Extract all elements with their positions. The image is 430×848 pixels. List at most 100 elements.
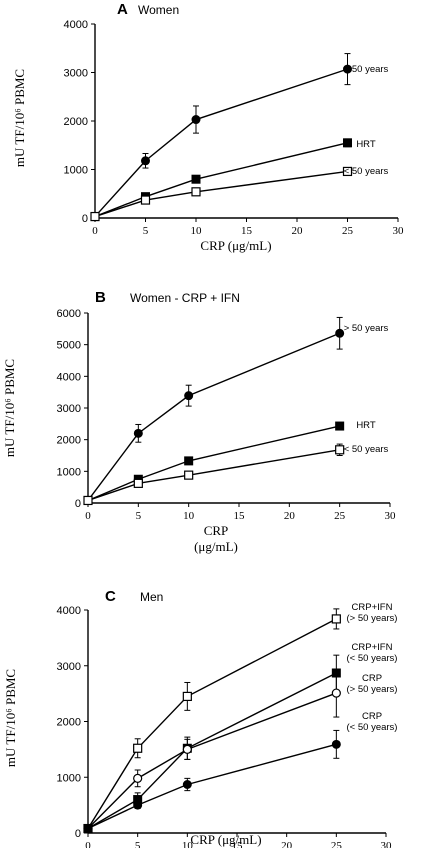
x-tick-label: 0 xyxy=(85,840,91,848)
data-point xyxy=(141,156,150,166)
data-point xyxy=(133,773,143,783)
y-tick-label: 3000 xyxy=(64,68,88,80)
series-label-group: (< 50 years) xyxy=(347,722,398,733)
series-label: CRP+IFN xyxy=(352,642,393,653)
y-tick-label: 2000 xyxy=(64,116,88,128)
series-line xyxy=(87,449,340,502)
data-point xyxy=(182,691,192,702)
series-line xyxy=(87,425,340,502)
x-axis-title: CRP (μg/mL) xyxy=(200,238,271,253)
x-tick-label: 15 xyxy=(234,510,246,522)
y-tick-label: 1000 xyxy=(64,165,88,177)
x-tick-label: 25 xyxy=(331,840,343,848)
x-tick-label: 30 xyxy=(385,510,397,522)
data-point xyxy=(184,456,194,466)
x-tick-label: 15 xyxy=(232,840,244,848)
data-point xyxy=(335,421,345,431)
panel-letter: A xyxy=(117,1,128,18)
data-point xyxy=(133,428,143,438)
data-point xyxy=(191,174,201,184)
series-label: > 50 years xyxy=(344,64,389,75)
series-line xyxy=(87,692,337,830)
x-tick-label: 10 xyxy=(183,510,195,522)
data-point xyxy=(343,138,352,148)
panel-letter: C xyxy=(105,588,116,605)
y-tick-label: 3000 xyxy=(57,661,81,673)
data-point xyxy=(335,328,345,338)
series-line xyxy=(87,672,337,830)
series: > 50 years xyxy=(90,53,389,222)
y-tick-label: 3000 xyxy=(57,403,81,415)
data-point xyxy=(331,739,341,749)
y-axis-title: mU TF/10⁶ PBMC xyxy=(3,669,18,767)
y-tick-label: 2000 xyxy=(57,717,81,729)
x-tick-label: 25 xyxy=(334,510,346,522)
series-label: CRP xyxy=(362,673,382,684)
series-label: CRP xyxy=(362,711,382,722)
data-point xyxy=(133,478,143,488)
series-label-group: (> 50 years) xyxy=(347,613,398,624)
series-label: > 50 years xyxy=(344,323,389,334)
panel-title: Women - CRP + IFN xyxy=(130,291,240,305)
data-point xyxy=(140,195,151,205)
panel-c: C Men mU TF/10⁶ PBMC CRP (μg/mL) 0 5 10 15 2… xyxy=(3,588,397,848)
data-point xyxy=(191,187,201,197)
x-tick-label: 5 xyxy=(143,225,149,237)
data-point xyxy=(343,64,352,74)
series: > 50 years xyxy=(83,316,389,505)
series: CRP(< 50 years) xyxy=(83,711,398,834)
series-label: < 50 years xyxy=(344,166,389,177)
series-line xyxy=(87,743,337,830)
x-tick-label: 10 xyxy=(191,225,203,237)
x-tick-label: 20 xyxy=(284,510,296,522)
y-tick-label: 0 xyxy=(82,213,88,225)
y-tick-label: 1000 xyxy=(57,466,81,478)
y-tick-label: 4000 xyxy=(57,371,81,383)
series: CRP+IFN(> 50 years) xyxy=(83,602,398,834)
x-tick-label: 20 xyxy=(292,225,304,237)
data-point xyxy=(83,824,93,834)
x-tick-label: 0 xyxy=(85,510,91,522)
x-tick-label: 5 xyxy=(135,840,141,848)
x-tick-label: 10 xyxy=(182,840,194,848)
x-axis-title-units: (μg/mL) xyxy=(194,539,238,554)
series-line xyxy=(87,618,337,829)
series-label: CRP+IFN xyxy=(352,602,393,613)
series-line xyxy=(94,170,348,218)
data-point xyxy=(331,688,341,698)
series-label: < 50 years xyxy=(344,444,389,455)
y-axis-title: mU TF/10⁶ PBMC xyxy=(2,359,17,457)
data-point xyxy=(133,800,143,810)
y-tick-label: 2000 xyxy=(57,435,81,447)
x-tick-label: 5 xyxy=(136,510,142,522)
series-label: HRT xyxy=(356,420,376,431)
panel-title: Men xyxy=(140,590,163,604)
series: CRP+IFN (< 50 years) xyxy=(83,642,397,834)
panel-b: B Women - CRP + IFN mU TF/10⁶ PBMC CRP (… xyxy=(2,289,396,554)
x-tick-label: 25 xyxy=(342,225,354,237)
data-point xyxy=(90,211,100,222)
data-point xyxy=(342,166,353,177)
series: HRT xyxy=(90,138,376,222)
data-point xyxy=(184,391,194,401)
x-tick-label: 0 xyxy=(92,225,98,237)
panel-title: Women xyxy=(138,3,179,17)
series-line xyxy=(94,142,348,218)
x-tick-label: 30 xyxy=(393,225,405,237)
y-axis-title: mU TF/10⁶ PBMC xyxy=(12,69,27,167)
series-line xyxy=(87,332,340,501)
y-tick-label: 6000 xyxy=(57,308,81,320)
series-line xyxy=(94,68,348,218)
y-tick-label: 1000 xyxy=(57,772,81,784)
y-tick-label: 4000 xyxy=(57,605,81,617)
x-tick-label: 15 xyxy=(241,225,253,237)
series: < 50 years xyxy=(83,443,389,506)
panel-a: A Women mU TF/10⁶ PBMC CRP (μg/mL) 0 5 10 1… xyxy=(12,1,404,253)
y-tick-label: 0 xyxy=(75,498,81,510)
panel-letter: B xyxy=(95,289,106,306)
data-point xyxy=(83,495,93,506)
series-label: HRT xyxy=(356,139,376,150)
data-point xyxy=(133,743,143,753)
x-tick-label: 20 xyxy=(281,840,293,848)
